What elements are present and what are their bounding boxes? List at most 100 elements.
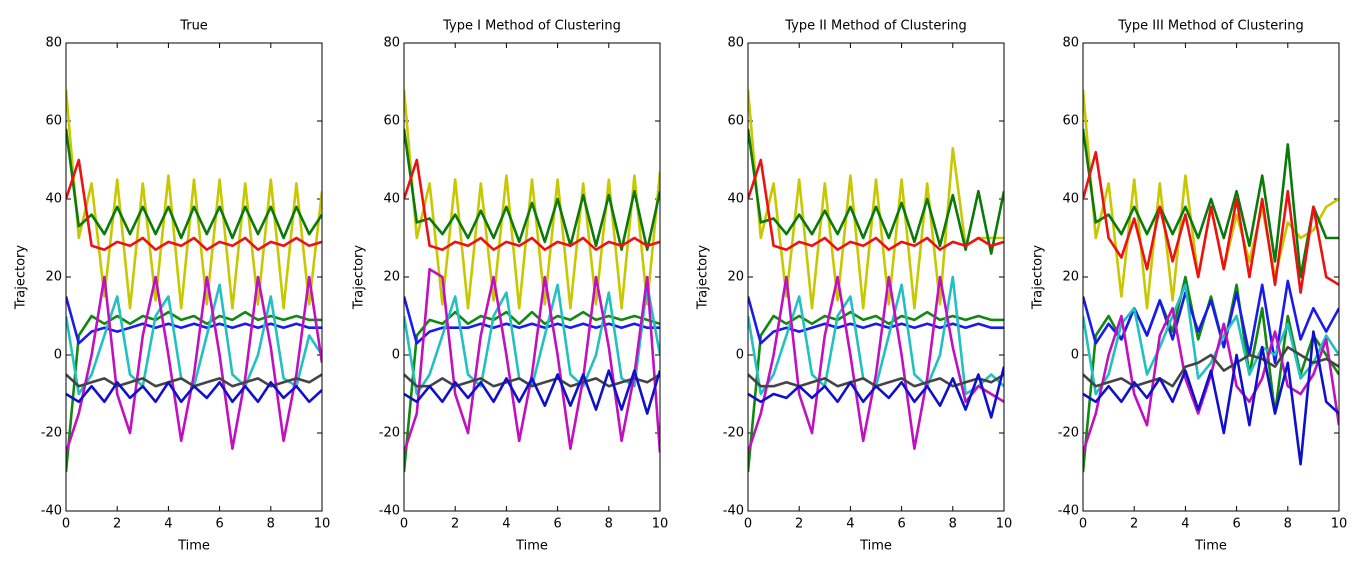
x-tick-label: 0 [1079,517,1087,532]
y-tick-label: 40 [727,192,744,207]
x-axis-label: Time [859,539,892,554]
y-tick-label: -40 [1058,504,1079,519]
x-tick-label: 6 [897,517,905,532]
x-tick-label: 6 [553,517,561,532]
x-tick-label: 2 [113,517,121,532]
y-tick-label: 0 [736,348,744,363]
x-tick-label: 4 [846,517,854,532]
y-axis-label: Trajectory [352,245,367,310]
x-tick-label: 2 [795,517,803,532]
trajectory-line [1083,150,1339,294]
panel-title: True [179,19,208,34]
x-tick-label: 8 [267,517,275,532]
y-tick-label: -20 [41,426,62,441]
x-tick-label: 4 [502,517,510,532]
x-tick-label: 4 [164,517,172,532]
y-tick-label: -40 [41,504,62,519]
plot-area [748,89,1004,473]
x-tick-label: 10 [314,517,331,532]
x-tick-label: 8 [1284,517,1292,532]
trajectory-line [404,158,660,251]
axes-box [65,42,323,512]
x-tick-label: 2 [451,517,459,532]
trajectory-line [1083,279,1339,365]
y-tick-label: 0 [392,348,400,363]
x-tick-label: 0 [744,517,752,532]
y-tick-label: 80 [45,36,62,51]
x-axis-label: Time [1194,539,1227,554]
trajectory-line [1083,283,1339,396]
y-tick-label: 0 [1071,348,1079,363]
panel: Type III Method of Clustering Time Traject… [1031,19,1348,554]
y-tick-label: -20 [379,426,400,441]
trajectory-line [748,366,1004,419]
y-tick-label: 80 [1062,36,1079,51]
y-axis-label: Trajectory [14,245,29,310]
trajectory-line [748,158,1004,251]
trajectory-line [748,296,1004,345]
y-tick-label: 40 [1062,192,1079,207]
trajectory-line [66,275,322,453]
y-tick-label: 60 [1062,114,1079,129]
y-tick-label: 60 [383,114,400,129]
trajectory-line [1083,330,1339,466]
plot-area [404,89,660,473]
x-axis-label: Time [177,539,210,554]
trajectory-line [66,89,322,310]
y-tick-label: -20 [723,426,744,441]
trajectory-line [748,128,1004,255]
y-tick-label: 40 [45,192,62,207]
trajectory-line [1083,345,1339,388]
trajectory-line [404,89,660,310]
y-tick-label: 80 [727,36,744,51]
trajectory-line [66,158,322,251]
y-tick-label: -40 [379,504,400,519]
y-tick-label: 60 [45,114,62,129]
x-tick-label: 8 [605,517,613,532]
trajectory-line [66,381,322,404]
plot-area [66,89,322,473]
y-tick-label: 40 [383,192,400,207]
y-tick-label: 20 [727,270,744,285]
trajectory-line [66,296,322,345]
panel-title: Type II Method of Clustering [784,19,967,34]
panel-title: Type III Method of Clustering [1117,19,1303,34]
trajectory-line [404,267,660,453]
trajectory-line [1083,128,1339,279]
x-tick-label: 0 [400,517,408,532]
x-tick-label: 4 [1181,517,1189,532]
axes-box [403,42,661,512]
axes-box [1082,42,1340,512]
y-tick-label: 0 [54,348,62,363]
trajectory-line [404,369,660,415]
plot-area [1083,89,1339,473]
x-tick-label: 6 [215,517,223,532]
x-tick-label: 10 [996,517,1013,532]
y-tick-label: 80 [383,36,400,51]
y-tick-label: 20 [1062,270,1079,285]
y-tick-label: 60 [727,114,744,129]
axes-box [747,42,1005,512]
x-tick-label: 2 [1130,517,1138,532]
x-axis-label: Time [515,539,548,554]
y-axis-label: Trajectory [1031,245,1046,310]
x-tick-label: 10 [652,517,669,532]
x-tick-label: 10 [1331,517,1348,532]
trajectory-line [66,128,322,240]
panel: True Time Trajectory 0 2 4 6 8 10 -40 -20 0 20 40 60 80 [14,19,331,554]
y-tick-label: -20 [1058,426,1079,441]
trajectory-line [748,89,1004,310]
panel: Type II Method of Clustering Time Trajecto… [696,19,1013,554]
y-axis-label: Trajectory [696,245,711,310]
x-tick-label: 8 [949,517,957,532]
y-tick-label: -40 [723,504,744,519]
trajectory-line [748,275,1004,453]
panel: Type I Method of Clustering Time Trajector… [352,19,669,554]
trajectory-line [1083,306,1339,453]
y-tick-label: 20 [383,270,400,285]
x-tick-label: 0 [62,517,70,532]
panel-title: Type I Method of Clustering [442,19,621,34]
y-tick-label: 20 [45,270,62,285]
